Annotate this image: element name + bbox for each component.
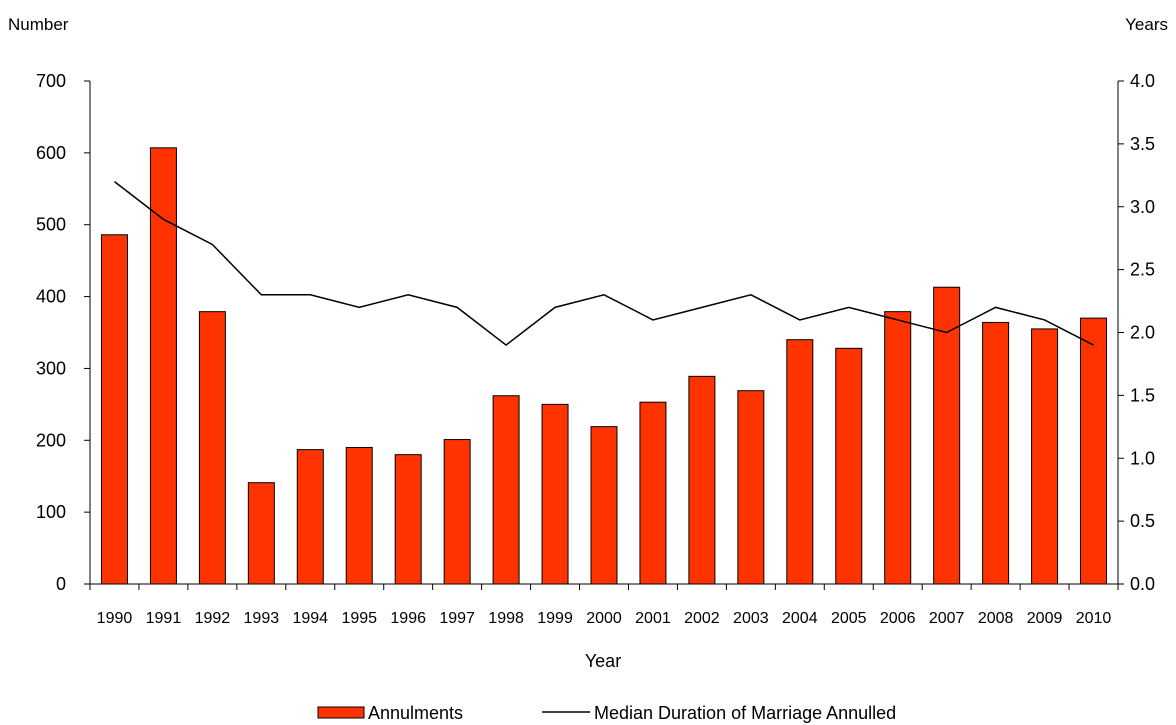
x-tick-label-1993: 1993 — [244, 610, 280, 627]
x-tick-label-2006: 2006 — [880, 610, 916, 627]
bar-1999 — [541, 403, 569, 585]
x-tick-label-1992: 1992 — [195, 610, 231, 627]
bar-1996 — [394, 454, 422, 585]
bar-2005 — [835, 347, 863, 585]
bars-layer — [100, 147, 1108, 585]
y-right-tick-label: 1.0 — [1130, 448, 1155, 468]
legend-label-median-duration: Median Duration of Marriage Annulled — [594, 703, 896, 723]
x-tick-label-2001: 2001 — [635, 610, 671, 627]
bar-1995 — [345, 446, 373, 585]
legend: Annulments Median Duration of Marriage A… — [317, 703, 896, 723]
x-tick-label-1990: 1990 — [97, 610, 133, 627]
x-axis-title: Year — [585, 651, 621, 671]
y-left-axis-title: Number — [8, 15, 69, 34]
bar-2003 — [737, 390, 765, 585]
bar-1993 — [247, 482, 275, 585]
x-tick-label-2004: 2004 — [782, 610, 818, 627]
bar-2001 — [639, 401, 667, 585]
y-right-tick-label: 1.5 — [1130, 385, 1155, 405]
bar-1992 — [198, 311, 226, 585]
y-left-tick-label: 0 — [56, 574, 66, 594]
line-layer — [114, 181, 1094, 347]
bar-1994 — [296, 449, 324, 585]
y-right-tick-label: 3.5 — [1130, 134, 1155, 154]
bar-1991 — [149, 147, 177, 585]
y-left-tick-label: 100 — [36, 502, 66, 522]
y-right-axis-title: Years — [1125, 15, 1168, 34]
bar-2007 — [933, 286, 961, 585]
bar-1990 — [100, 234, 128, 585]
y-right-tick-label: 2.0 — [1130, 323, 1155, 343]
bar-2002 — [688, 375, 716, 585]
y-left-tick-label: 400 — [36, 287, 66, 307]
x-tick-label-2002: 2002 — [684, 610, 720, 627]
y-left-tick-label: 300 — [36, 358, 66, 378]
x-tick-label-1999: 1999 — [537, 610, 573, 627]
bar-1997 — [443, 439, 471, 585]
y-right-tick-label: 0.0 — [1130, 574, 1155, 594]
bar-2006 — [884, 311, 912, 585]
x-tick-label-1998: 1998 — [488, 610, 524, 627]
y-right-tick-label: 4.0 — [1130, 71, 1155, 91]
bar-2009 — [1031, 328, 1059, 585]
x-tick-label-1991: 1991 — [146, 610, 182, 627]
x-tick-label-1997: 1997 — [439, 610, 475, 627]
y-left-tick-label: 700 — [36, 71, 66, 91]
x-tick-label-2010: 2010 — [1076, 610, 1112, 627]
x-tick-label-2003: 2003 — [733, 610, 769, 627]
bar-2004 — [786, 339, 814, 585]
y-left-tick-label: 500 — [36, 215, 66, 235]
x-tick-label-2007: 2007 — [929, 610, 965, 627]
x-tick-label-2005: 2005 — [831, 610, 867, 627]
bar-1998 — [492, 395, 520, 585]
y-right-tick-label: 3.0 — [1130, 197, 1155, 217]
x-tick-label-2000: 2000 — [586, 610, 622, 627]
y-right-tick-label: 0.5 — [1130, 511, 1155, 531]
x-tick-label-2008: 2008 — [978, 610, 1014, 627]
x-tick-label-1995: 1995 — [341, 610, 377, 627]
bar-2000 — [590, 426, 618, 585]
bar-2008 — [982, 321, 1010, 585]
axes-layer: 0 100 200 300 400 500 600 700 0.0 0.5 1.0 1.5 2.0 2.5… — [36, 71, 1155, 627]
legend-swatch-annulments — [317, 706, 365, 719]
y-left-tick-label: 600 — [36, 143, 66, 163]
x-tick-label-2009: 2009 — [1027, 610, 1063, 627]
bar-2010 — [1080, 317, 1108, 585]
x-tick-label-1996: 1996 — [390, 610, 426, 627]
x-tick-label-1994: 1994 — [292, 610, 328, 627]
y-left-tick-label: 200 — [36, 430, 66, 450]
legend-label-annulments: Annulments — [368, 703, 463, 723]
y-right-tick-label: 2.5 — [1130, 260, 1155, 280]
